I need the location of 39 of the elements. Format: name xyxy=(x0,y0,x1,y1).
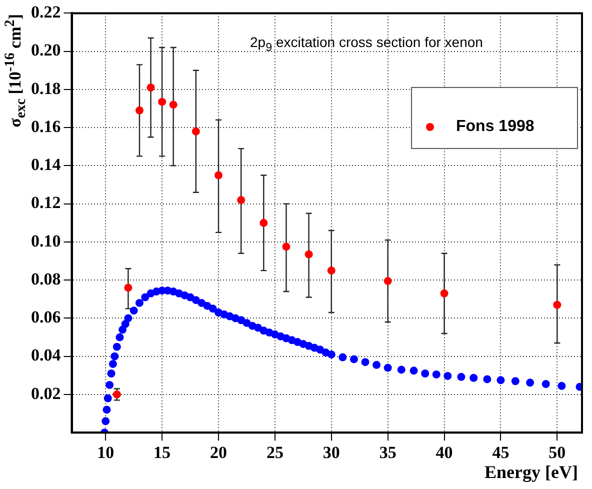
x-axis-title: Energy [eV] xyxy=(484,462,578,483)
point xyxy=(260,218,268,227)
point xyxy=(192,127,200,136)
y-tick-label: 0.14 xyxy=(31,155,62,174)
point xyxy=(384,277,392,286)
y-tick-label: 0.16 xyxy=(31,116,61,136)
y-tick-label: 0.12 xyxy=(31,193,61,212)
y-tick-label: 0.08 xyxy=(31,269,61,288)
y-tick-label: 0.10 xyxy=(31,231,61,250)
point xyxy=(214,171,223,180)
point xyxy=(169,100,178,109)
y-tick-label: 0.18 xyxy=(31,78,61,98)
point xyxy=(553,300,562,309)
y-tick-label: 0.22 xyxy=(31,2,61,22)
y-tick-label: 0.04 xyxy=(31,346,62,365)
y-tick-label: 0.06 xyxy=(31,308,61,327)
y-tick-label: 0.02 xyxy=(31,384,61,403)
y-tick-label: 0.20 xyxy=(31,40,61,60)
point xyxy=(327,266,336,275)
point xyxy=(304,250,313,258)
point xyxy=(440,289,448,298)
x-tick-label: 10 xyxy=(97,443,114,462)
x-tick-label: 50 xyxy=(548,443,566,462)
x-tick-label: 15 xyxy=(154,443,171,462)
point xyxy=(237,196,246,204)
point xyxy=(135,106,144,114)
x-tick-label: 20 xyxy=(210,443,228,462)
point xyxy=(124,284,132,292)
point xyxy=(282,242,290,251)
x-tick-label: 35 xyxy=(379,443,396,462)
text: 2p$_{9}$ excitation cross section for xenon xyxy=(250,34,483,54)
x-tick-label: 30 xyxy=(322,443,340,462)
point xyxy=(158,98,166,106)
legend-label: Fons 1998 xyxy=(455,118,536,136)
point xyxy=(112,390,121,398)
x-tick-label: 40 xyxy=(436,443,453,462)
x-tick-label: 45 xyxy=(492,443,510,462)
x-tick-label: 25 xyxy=(266,443,284,462)
point xyxy=(146,84,155,92)
